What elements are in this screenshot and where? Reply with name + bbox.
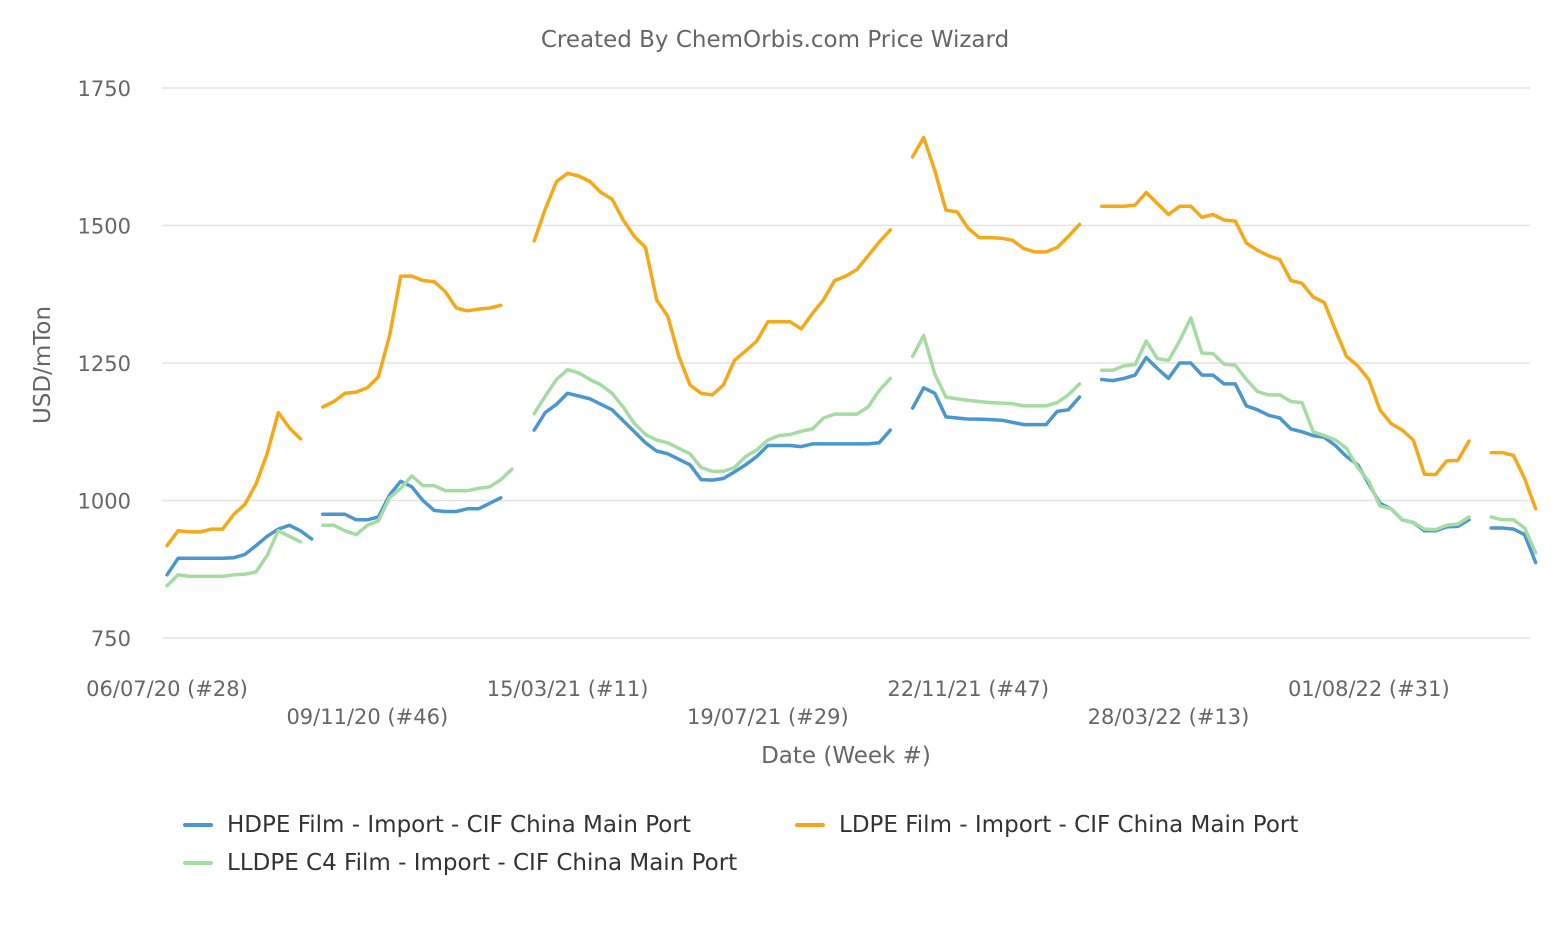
series-2-line-segment-1 <box>321 467 514 537</box>
legend-label-hdpe: HDPE Film - Import - CIF China Main Port <box>227 812 691 838</box>
series-0-line-segment-5 <box>1489 526 1538 565</box>
x-tick-label-4: 22/11/21 (#47) <box>887 677 1049 701</box>
legend-item-hdpe[interactable]: HDPE Film - Import - CIF China Main Port <box>183 812 691 838</box>
series-2-line-segment-5 <box>1489 515 1538 555</box>
legend-swatch-ldpe <box>795 823 825 827</box>
legend-item-lldpe[interactable]: LLDPE C4 Film - Import - CIF China Main … <box>183 850 737 876</box>
y-tick-label-1000: 1000 <box>78 490 131 514</box>
legend-label-ldpe: LDPE Film - Import - CIF China Main Port <box>839 812 1299 838</box>
legend-swatch-hdpe <box>183 823 213 827</box>
series-0 <box>165 355 1538 577</box>
x-axis-label: Date (Week #) <box>761 743 931 769</box>
gridlines <box>162 87 1530 639</box>
y-tick-label-1500: 1500 <box>78 215 131 239</box>
legend-label-lldpe: LLDPE C4 Film - Import - CIF China Main … <box>227 850 738 876</box>
x-tick-label-3: 19/07/21 (#29) <box>687 705 849 729</box>
series-2 <box>165 316 1538 588</box>
legend-swatch-lldpe <box>183 861 213 865</box>
series-1-line-segment-1 <box>321 274 503 409</box>
x-tick-label-0: 06/07/20 (#28) <box>86 677 248 701</box>
x-tick-label-5: 28/03/22 (#13) <box>1088 705 1250 729</box>
y-tick-label-1750: 1750 <box>78 77 131 101</box>
series-1-line-segment-2 <box>532 171 893 397</box>
y-axis-label: USD/mTon <box>30 306 56 424</box>
x-tick-label-1: 09/11/20 (#46) <box>286 705 448 729</box>
series-0-line-segment-3 <box>910 386 1082 427</box>
series-2-line-segment-2 <box>532 367 893 474</box>
x-tick-label-6: 01/08/22 (#31) <box>1288 677 1450 701</box>
series-lines <box>165 135 1538 588</box>
series-1-line-segment-0 <box>165 410 303 548</box>
x-axis-ticks: 06/07/20 (#28) 09/11/20 (#46) 15/03/21 (#1… <box>86 677 1450 729</box>
series-0-line-segment-1 <box>321 479 503 522</box>
series-0-line-segment-0 <box>165 523 314 577</box>
legend-item-ldpe[interactable]: LDPE Film - Import - CIF China Main Port <box>795 812 1298 838</box>
series-2-line-segment-0 <box>165 529 303 588</box>
series-2-line-segment-4 <box>1099 316 1471 532</box>
chart-title: Created By ChemOrbis.com Price Wizard <box>541 27 1009 53</box>
series-1-line-segment-5 <box>1489 450 1538 511</box>
x-tick-label-2: 15/03/21 (#11) <box>487 677 649 701</box>
y-tick-label-1250: 1250 <box>78 352 131 376</box>
series-2-line-segment-3 <box>910 333 1082 408</box>
series-1 <box>165 135 1538 548</box>
series-1-line-segment-4 <box>1099 190 1471 477</box>
y-tick-label-750: 750 <box>91 627 131 651</box>
y-axis-ticks: 750 1000 1250 1500 1750 <box>78 77 131 651</box>
series-0-line-segment-2 <box>532 391 893 482</box>
series-1-line-segment-3 <box>910 135 1082 254</box>
